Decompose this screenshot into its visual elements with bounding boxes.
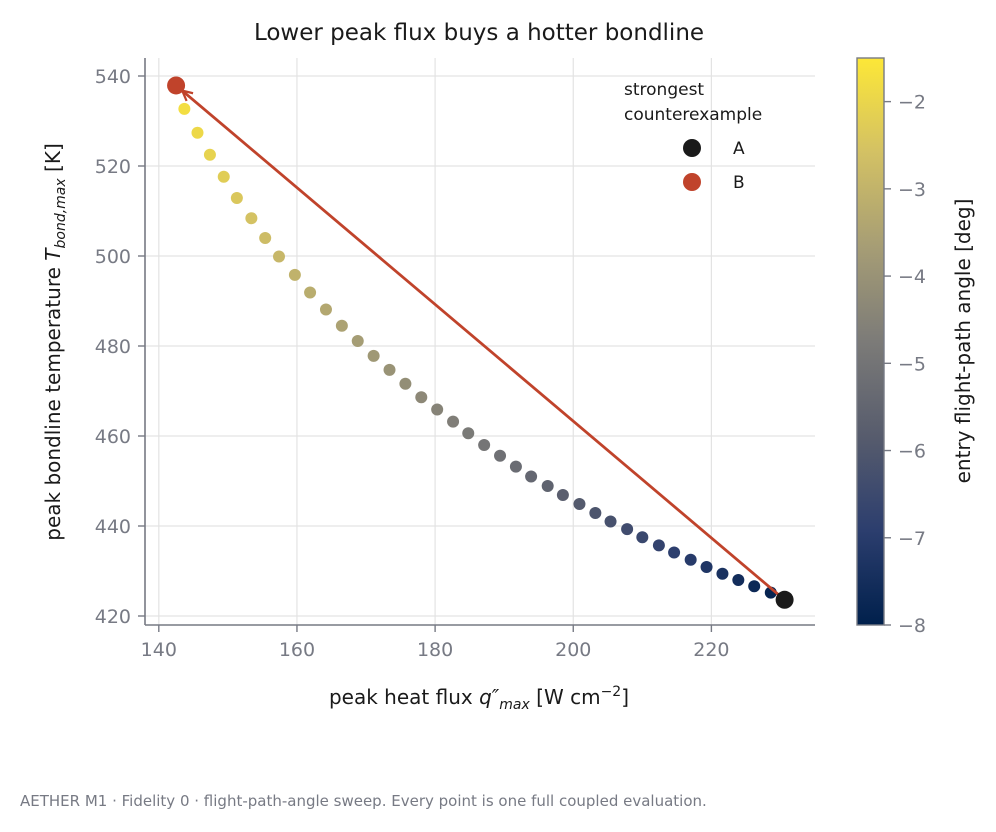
legend-title-line-2: counterexample bbox=[624, 105, 762, 125]
sweep-point bbox=[604, 515, 617, 528]
y-tick-label: 540 bbox=[95, 66, 131, 88]
sweep-point bbox=[335, 319, 348, 332]
sweep-point bbox=[668, 546, 681, 559]
highlight-point-a bbox=[775, 590, 794, 609]
sweep-point bbox=[203, 148, 216, 161]
sweep-point bbox=[273, 250, 285, 263]
sweep-point bbox=[700, 560, 713, 573]
sweep-point bbox=[259, 232, 272, 244]
x-tick-label: 180 bbox=[417, 639, 453, 661]
sweep-point bbox=[319, 303, 332, 316]
x-tick-label: 140 bbox=[141, 639, 177, 661]
y-tick-label: 460 bbox=[95, 426, 131, 448]
sweep-point bbox=[589, 506, 602, 519]
sweep-point bbox=[288, 268, 301, 281]
sweep-point bbox=[217, 170, 230, 183]
sweep-point bbox=[431, 403, 444, 416]
y-tick-label: 500 bbox=[95, 246, 131, 268]
sweep-point bbox=[383, 363, 396, 376]
x-tick-label: 220 bbox=[693, 639, 729, 661]
counterexample-arrow bbox=[183, 91, 786, 601]
sweep-point bbox=[525, 470, 538, 483]
sweep-point bbox=[636, 531, 649, 544]
sweep-point bbox=[621, 523, 634, 536]
colorbar-tick-label: −5 bbox=[898, 353, 926, 375]
y-tick-label: 420 bbox=[95, 606, 131, 628]
y-tick-label: 520 bbox=[95, 156, 131, 178]
sweep-point bbox=[509, 460, 522, 473]
sweep-point bbox=[541, 479, 554, 492]
plot-area bbox=[167, 76, 794, 609]
legend: strongest counterexample A B bbox=[624, 80, 762, 193]
sweep-point bbox=[462, 427, 475, 440]
sweep-point bbox=[399, 377, 412, 390]
grid bbox=[145, 58, 815, 625]
colorbar-tick-label: −3 bbox=[898, 179, 926, 201]
sweep-point bbox=[732, 574, 745, 586]
sweep-point bbox=[304, 286, 317, 299]
legend-marker-a bbox=[683, 139, 701, 157]
colorbar-tick-label: −8 bbox=[898, 615, 926, 637]
sweep-point bbox=[447, 415, 460, 428]
sweep-point bbox=[245, 212, 258, 225]
colorbar-ticks: −8 −7 −6 −5 −4 −3 −2 bbox=[884, 92, 926, 637]
legend-marker-b bbox=[683, 173, 701, 191]
chart-title: Lower peak flux buys a hotter bondline bbox=[254, 20, 704, 46]
x-tick-label: 160 bbox=[279, 639, 315, 661]
sweep-point bbox=[652, 539, 665, 552]
sweep-point bbox=[748, 580, 761, 593]
sweep-point bbox=[191, 126, 204, 139]
colorbar-gradient bbox=[856, 57, 885, 626]
y-tick-label: 480 bbox=[95, 336, 131, 358]
axes: 140 160 180 200 220 420 440 460 480 500 520 540 bbox=[95, 58, 815, 661]
y-axis-label: peak bondline temperature Tbond,max [K] bbox=[41, 143, 69, 541]
legend-label-b: B bbox=[733, 173, 745, 193]
x-tick-label: 200 bbox=[555, 639, 591, 661]
sweep-point bbox=[494, 449, 507, 462]
colorbar-tick-label: −7 bbox=[898, 528, 926, 550]
colorbar-tick-label: −6 bbox=[898, 441, 926, 463]
footnote: AETHER M1 · Fidelity 0 · flight-path-ang… bbox=[20, 792, 707, 810]
sweep-point bbox=[573, 497, 586, 510]
sweep-point bbox=[684, 553, 697, 566]
x-axis-label: peak heat flux q″max [W cm−2] bbox=[329, 684, 629, 713]
legend-label-a: A bbox=[733, 139, 745, 159]
sweep-point bbox=[556, 488, 569, 501]
highlight-point-b bbox=[167, 76, 186, 95]
sweep-point bbox=[367, 349, 380, 362]
colorbar: −8 −7 −6 −5 −4 −3 −2 entry flight-path angle [… bbox=[856, 57, 975, 637]
sweep-point bbox=[230, 191, 243, 204]
sweep-point bbox=[351, 335, 364, 348]
colorbar-tick-label: −4 bbox=[898, 266, 926, 288]
colorbar-tick-label: −2 bbox=[898, 92, 926, 114]
sweep-point bbox=[716, 567, 729, 580]
colorbar-label: entry flight-path angle [deg] bbox=[951, 199, 975, 484]
legend-title-line-1: strongest bbox=[624, 80, 704, 100]
sweep-point bbox=[178, 102, 191, 115]
sweep-point bbox=[478, 439, 491, 451]
sweep-point bbox=[415, 391, 428, 404]
y-tick-label: 440 bbox=[95, 516, 131, 538]
